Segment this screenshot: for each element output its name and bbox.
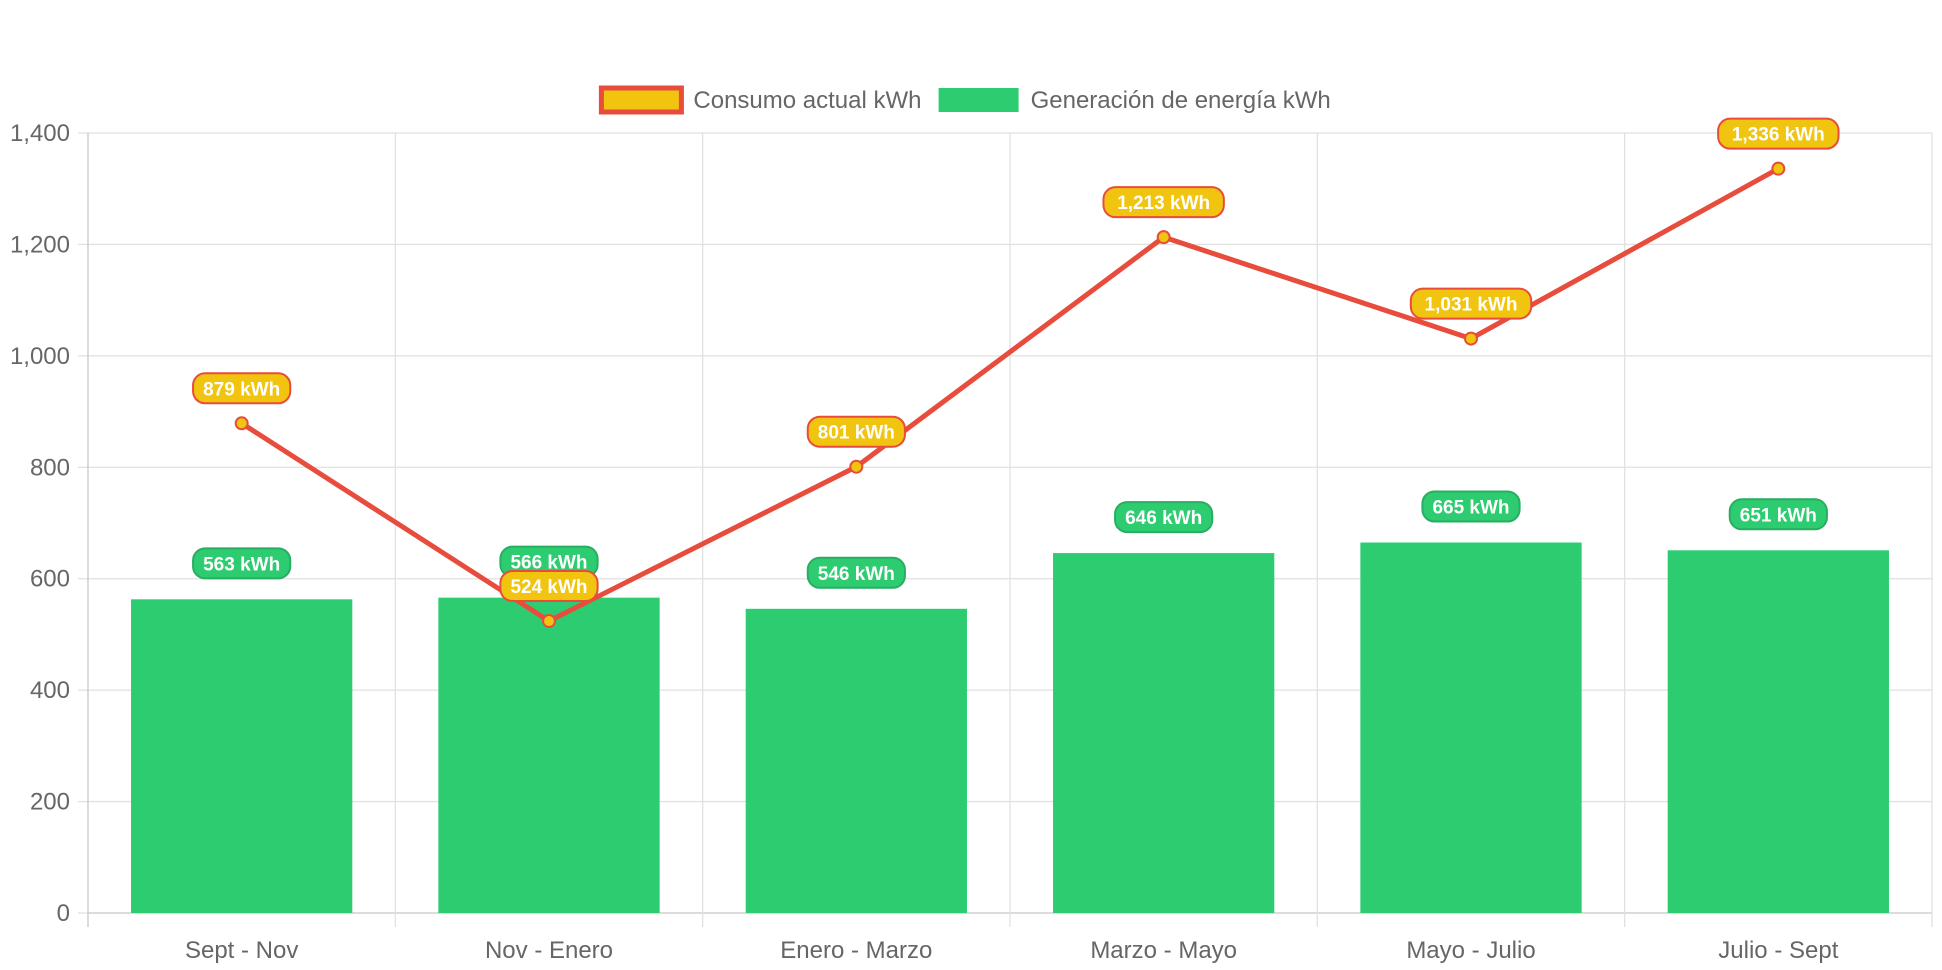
y-tick-label: 800: [30, 454, 70, 481]
data-label-box: [1421, 490, 1521, 523]
legend: Consumo actual kWh Generación de energía …: [598, 85, 1331, 115]
data-label-box: [1409, 287, 1533, 320]
bar-data-label: 665 kWh: [1421, 490, 1521, 523]
line-point[interactable]: [234, 416, 249, 431]
line-point[interactable]: [1156, 230, 1171, 245]
data-label-box: [1717, 117, 1840, 150]
legend-label: Generación de energía kWh: [1031, 87, 1331, 114]
grid: [78, 132, 1933, 927]
legend-item[interactable]: Generación de energía kWh: [938, 87, 1331, 114]
data-label-text: 879 kWh: [203, 379, 280, 400]
bar-series: [131, 542, 1889, 914]
line-data-label: 1,213 kWh: [1102, 186, 1225, 219]
data-label-box: [1102, 186, 1225, 219]
bar-data-label: 646 kWh: [1114, 501, 1214, 534]
line-point[interactable]: [1464, 331, 1478, 346]
bar[interactable]: [1667, 550, 1889, 913]
line-data-label: 801 kWh: [806, 415, 906, 448]
line-point[interactable]: [542, 614, 556, 629]
bar[interactable]: [1053, 553, 1275, 913]
data-label-text: 563 kWh: [203, 554, 280, 575]
x-tick-label: Nov - Enero: [485, 937, 613, 964]
data-label-text: 566 kWh: [510, 553, 587, 574]
y-tick-label: 1,000: [10, 343, 70, 370]
data-label-text: 546 kWh: [818, 564, 895, 585]
bar-data-label: 563 kWh: [192, 547, 292, 580]
legend-item[interactable]: Consumo actual kWh: [598, 85, 921, 115]
line-point[interactable]: [1771, 161, 1786, 176]
data-label-box: [806, 556, 906, 589]
data-label-text: 1,213 kWh: [1117, 193, 1210, 214]
line-point[interactable]: [849, 459, 864, 474]
data-label-box: [192, 547, 292, 580]
data-label-box: [806, 415, 906, 448]
data-label-text: 651 kWh: [1740, 505, 1817, 526]
data-label-text: 646 kWh: [1125, 508, 1202, 529]
line-data-label: 524 kWh: [499, 570, 599, 603]
legend-label: Consumo actual kWh: [693, 87, 921, 114]
line-data-label: 879 kWh: [192, 372, 292, 405]
line-data-label: 1,031 kWh: [1409, 287, 1533, 320]
data-label-box: [192, 372, 292, 405]
data-label-text: 1,336 kWh: [1732, 125, 1825, 146]
data-label-text: 801 kWh: [818, 423, 895, 444]
bar-data-label: 566 kWh: [499, 545, 599, 578]
x-tick-label: Enero - Marzo: [780, 937, 932, 964]
x-tick-label: Marzo - Mayo: [1090, 937, 1237, 964]
axes: 0 200 400 600 800 1,000 1,200 1,400 Sept - Nov No…: [10, 120, 1839, 964]
bar-data-label: 546 kWh: [806, 556, 906, 589]
data-labels: 563 kWh 566 kWh 546 kWh 646 kWh 665 kWh 651 k…: [192, 117, 1840, 603]
x-tick-label: Julio - Sept: [1718, 937, 1838, 964]
bar[interactable]: [1360, 542, 1582, 914]
data-label-text: 524 kWh: [510, 577, 587, 598]
y-tick-label: 200: [30, 789, 70, 816]
y-tick-label: 1,400: [10, 120, 70, 147]
data-label-box: [1114, 501, 1214, 534]
x-tick-label: Sept - Nov: [185, 937, 298, 964]
data-label-box: [1728, 498, 1828, 531]
y-tick-label: 400: [30, 677, 70, 704]
data-label-text: 1,031 kWh: [1425, 295, 1518, 316]
line-data-label: 1,336 kWh: [1717, 117, 1840, 150]
bar-data-label: 651 kWh: [1728, 498, 1828, 531]
y-tick-label: 1,200: [10, 231, 70, 258]
y-tick-label: 600: [30, 566, 70, 593]
bar[interactable]: [745, 608, 967, 913]
legend-swatch: [938, 88, 1019, 112]
x-tick-label: Mayo - Julio: [1406, 937, 1535, 964]
legend-swatch: [598, 85, 684, 115]
y-tick-label: 0: [57, 900, 70, 927]
data-label-text: 665 kWh: [1432, 498, 1509, 519]
bar[interactable]: [438, 597, 660, 913]
bar[interactable]: [131, 599, 353, 913]
data-label-box: [499, 570, 599, 603]
